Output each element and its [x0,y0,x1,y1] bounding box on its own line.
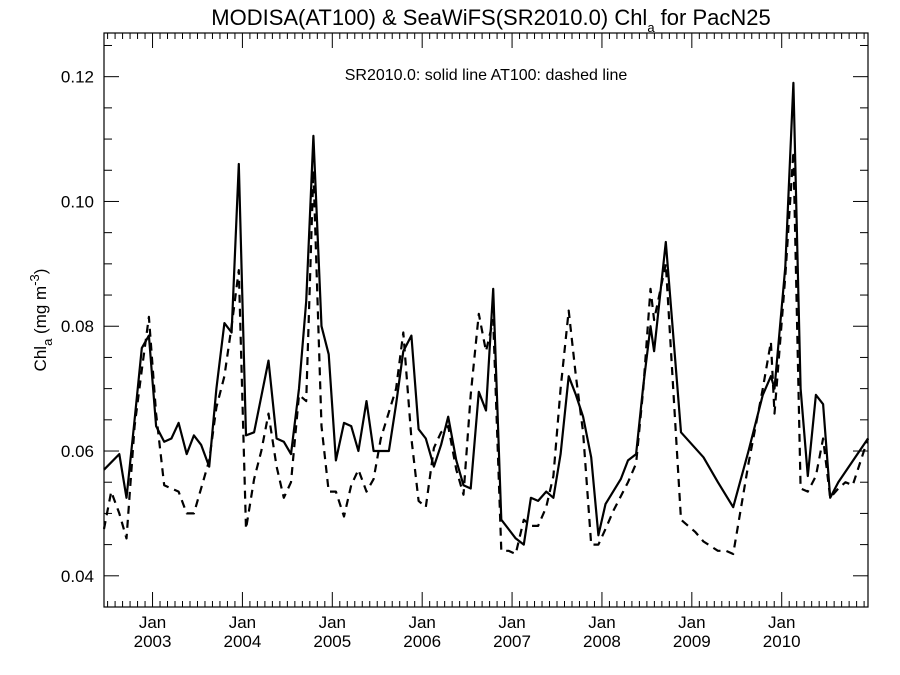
series-line-solid [103,81,869,546]
y-tick-label: 0.10 [61,192,94,211]
data-series [102,81,870,556]
y-tick-label: 0.04 [61,567,94,586]
chart-title: MODISA(AT100) & SeaWiFS(SR2010.0) Chla f… [211,5,770,35]
x-tick-year-label: 2010 [763,632,801,651]
series-line-dashed [102,150,870,556]
x-tick-month-label: Jan [408,613,435,632]
x-tick-month-label: Jan [768,613,795,632]
x-tick-month-label: Jan [678,613,705,632]
x-tick-year-label: 2003 [134,632,172,651]
plot-frame [103,32,869,608]
x-tick-year-label: 2007 [493,632,531,651]
x-tick-year-label: 2006 [403,632,441,651]
axis-ticks [104,33,868,608]
x-tick-month-label: Jan [588,613,615,632]
x-tick-year-label: 2005 [313,632,351,651]
y-tick-label: 0.08 [61,317,94,336]
x-tick-year-label: 2008 [583,632,621,651]
x-tick-year-label: 2004 [224,632,262,651]
x-tick-month-label: Jan [229,613,256,632]
y-tick-label: 0.12 [61,68,94,87]
legend-note: SR2010.0: solid line AT100: dashed line [345,67,628,84]
x-tick-month-label: Jan [498,613,525,632]
y-tick-label: 0.06 [61,442,94,461]
y-axis-label: Chla (mg m-3) [27,269,55,372]
x-tick-month-label: Jan [139,613,166,632]
tick-labels: 0.040.060.080.100.12Jan2003Jan2004Jan200… [61,68,801,651]
x-tick-month-label: Jan [319,613,346,632]
x-tick-year-label: 2009 [673,632,711,651]
